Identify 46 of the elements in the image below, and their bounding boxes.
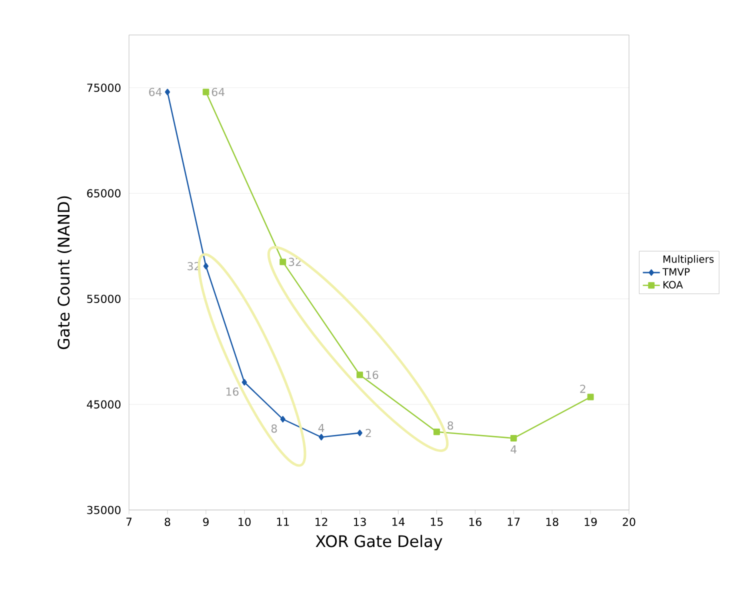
annotation: 64 <box>149 88 162 96</box>
point <box>164 88 170 96</box>
x-tick-label: 13 <box>354 518 366 526</box>
x-tick-label: 11 <box>277 518 289 526</box>
x-axis-title: XOR Gate Delay <box>316 534 442 550</box>
y-tick-label: 45000 <box>86 400 120 409</box>
x-tick-label: 18 <box>546 518 558 526</box>
point <box>280 416 286 422</box>
point <box>587 394 594 400</box>
x-tick-label: 10 <box>238 518 251 526</box>
x-tick-label: 20 <box>622 518 636 526</box>
x-tick-label: 9 <box>203 518 209 526</box>
point <box>510 434 517 442</box>
x-tick-label: 16 <box>469 518 482 526</box>
annotation: 8 <box>271 424 277 433</box>
x-tick-label: 15 <box>430 518 443 526</box>
legend-title: Multipliers <box>663 255 714 265</box>
legend-label: KOA <box>663 280 683 288</box>
point <box>433 428 440 436</box>
x-tick-label: 8 <box>164 518 170 526</box>
point <box>356 372 364 378</box>
y-tick-label: 55000 <box>87 294 120 304</box>
point <box>280 258 286 266</box>
x-tick-label: 14 <box>392 518 405 526</box>
point <box>202 88 210 96</box>
y-axis-title: Gate Count (NAND) <box>57 196 72 350</box>
annotation: 64 <box>212 88 224 96</box>
x-tick-label: 7 <box>126 518 132 526</box>
annotation: 2 <box>580 384 586 393</box>
annotation: 2 <box>366 428 371 437</box>
legend-label: TMVP <box>662 268 690 276</box>
annotation: 8 <box>448 421 454 430</box>
y-tick-label: 75000 <box>87 84 120 92</box>
annotation: 4 <box>510 445 516 454</box>
annotation: 4 <box>318 424 324 432</box>
point <box>357 430 362 436</box>
annotation: 16 <box>366 370 378 380</box>
point <box>318 434 324 440</box>
y-tick-label: 65000 <box>87 189 120 198</box>
point <box>242 379 247 386</box>
x-tick-label: 12 <box>316 518 328 526</box>
y-tick-label: 35000 <box>87 506 120 514</box>
x-tick-label: 17 <box>508 518 520 526</box>
annotation: 16 <box>226 387 238 396</box>
point <box>203 262 209 270</box>
x-tick-label: 19 <box>584 518 597 526</box>
